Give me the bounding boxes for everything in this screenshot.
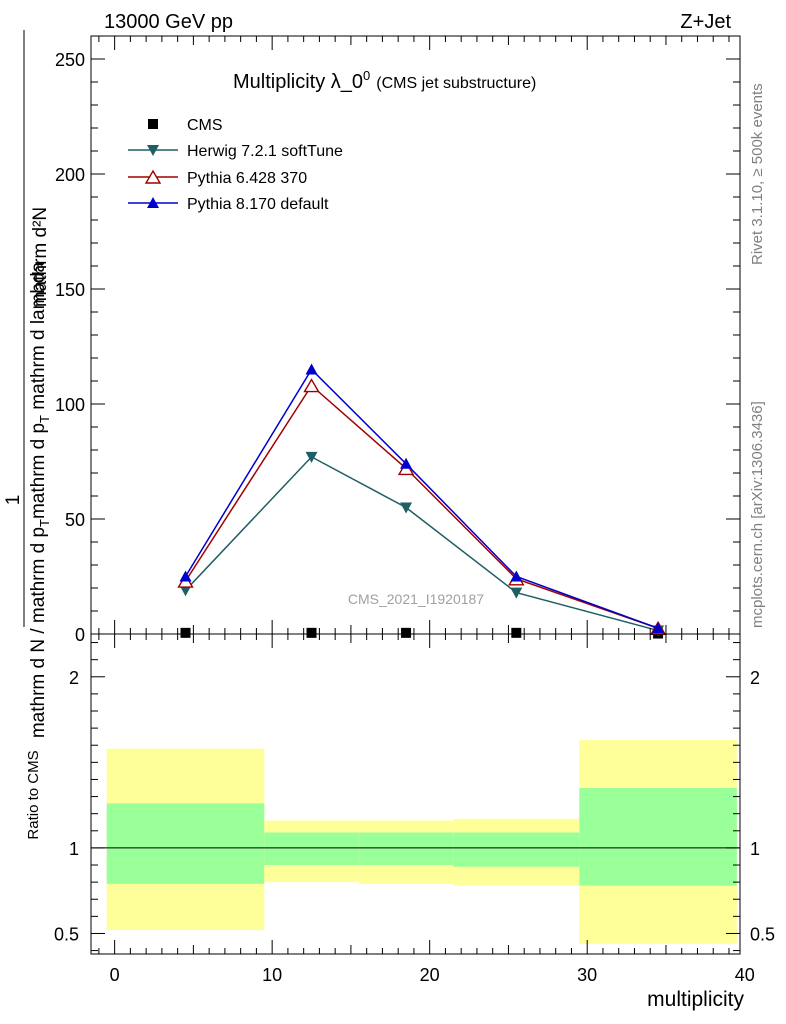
series-line-pythia8 <box>184 368 659 629</box>
y-tick-label: 100 <box>55 395 85 415</box>
uncertainty-band-inner <box>106 803 265 884</box>
x-tick-label: 0 <box>110 965 120 985</box>
ratio-y-tick-label-right: 1 <box>750 839 760 859</box>
ratio-y-tick-label: 2 <box>69 668 79 688</box>
data-point-pythia8 <box>305 363 318 375</box>
ratio-y-tick-label-right: 0.5 <box>750 924 775 944</box>
data-point-cms <box>180 627 191 638</box>
legend-marker-cms <box>148 119 158 129</box>
rivet-label: Rivet 3.1.10, ≥ 500k events <box>749 83 766 265</box>
legend-label-pythia6: Pythia 6.428 370 <box>187 170 307 187</box>
legend: CMS Herwig 7.2.1 softTune Pythia 6.428 3… <box>128 117 343 213</box>
data-point-pythia8 <box>652 622 665 634</box>
data-point-cms <box>306 627 317 638</box>
data-point-pythia6 <box>303 378 320 393</box>
process-label: Z+Jet <box>680 11 731 33</box>
data-point-cms <box>511 627 522 638</box>
ratio-y-tick-label: 1 <box>69 839 79 859</box>
ratio-plot-frame <box>90 633 741 955</box>
x-tick-label: 10 <box>262 965 282 985</box>
legend-label-cms: CMS <box>187 117 223 134</box>
ratio-y-tick-label-right: 2 <box>750 668 760 688</box>
data-point-pythia8 <box>179 570 192 582</box>
y-tick-label: 0 <box>75 625 85 645</box>
energy-label: 13000 GeV pp <box>104 11 233 33</box>
uncertainty-band-inner <box>264 832 359 866</box>
data-point-herwig <box>400 502 413 514</box>
main-plot-panel: 0 50 100 150 200 250 Multiplicity λ_00 (CMS je… <box>55 35 741 645</box>
data-point-pythia8 <box>510 570 523 582</box>
y-tick-label: 150 <box>55 280 85 300</box>
plot-title: Multiplicity λ_00 (CMS jet substructure) <box>233 68 536 93</box>
ratio-plot-panel: 0.5 0.51 12 20 10 20 30 40 Ratio to CMS multipl… <box>25 633 775 1011</box>
main-y-axis-label: mathrm d²N 1 mathrm d N / mathrm d pTmat… <box>3 30 52 738</box>
legend-marker-pythia8 <box>147 197 159 208</box>
ratio-y-axis-label: Ratio to CMS <box>25 750 42 839</box>
data-point-pythia8 <box>400 457 413 469</box>
y-tick-label: 50 <box>65 510 85 530</box>
y-label-one: 1 <box>3 495 24 506</box>
legend-marker-herwig <box>147 145 159 156</box>
legend-label-herwig: Herwig 7.2.1 softTune <box>187 143 343 160</box>
uncertainty-band-inner <box>358 832 454 866</box>
x-tick-label: 30 <box>577 965 597 985</box>
data-point-herwig <box>179 585 192 597</box>
uncertainty-band-inner <box>579 788 737 886</box>
mcplots-label: mcplots.cern.ch [arXiv:1306.3436] <box>749 401 766 628</box>
y-tick-label: 250 <box>55 50 85 70</box>
legend-marker-pythia6 <box>144 169 162 184</box>
uncertainty-band-inner <box>453 832 580 867</box>
y-label-denominator: mathrm d N / mathrm d pTmathrm d pT math… <box>28 261 52 738</box>
x-axis-label: multiplicity <box>647 988 744 1011</box>
y-label-numerator: mathrm d²N <box>30 207 51 307</box>
x-tick-label: 40 <box>735 965 755 985</box>
data-point-herwig <box>305 451 318 463</box>
legend-label-pythia8: Pythia 8.170 default <box>187 196 329 213</box>
y-tick-label: 200 <box>55 165 85 185</box>
ratio-y-tick-label: 0.5 <box>54 924 79 944</box>
data-point-herwig <box>510 587 523 599</box>
analysis-watermark: CMS_2021_I1920187 <box>348 591 484 607</box>
x-tick-label: 20 <box>420 965 440 985</box>
data-point-cms <box>401 627 412 638</box>
